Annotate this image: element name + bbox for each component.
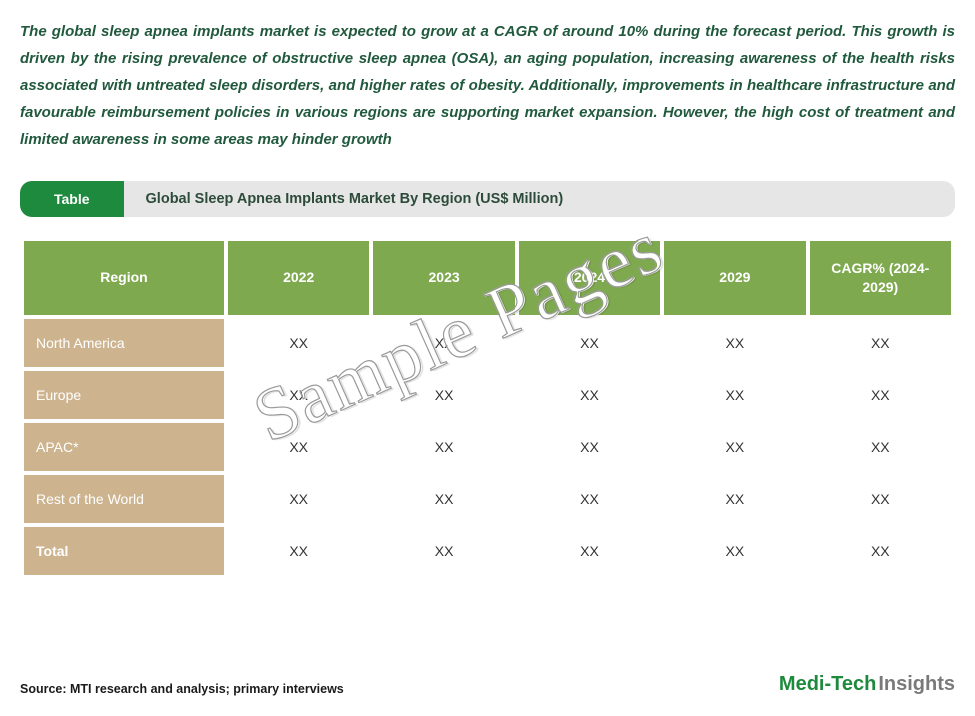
value-cell: XX	[519, 527, 660, 575]
region-cell: APAC*	[24, 423, 224, 471]
region-cell-total: Total	[24, 527, 224, 575]
region-cell: Europe	[24, 371, 224, 419]
table-row: North America XX XX XX XX XX	[24, 319, 951, 367]
value-cell: XX	[664, 319, 805, 367]
col-2022: 2022	[228, 241, 369, 315]
value-cell: XX	[373, 371, 514, 419]
source-note: Source: MTI research and analysis; prima…	[20, 682, 344, 696]
intro-paragraph: The global sleep apnea implants market i…	[20, 18, 955, 153]
value-cell: XX	[519, 371, 660, 419]
table-header-strip: Table Global Sleep Apnea Implants Market…	[20, 181, 955, 217]
table-title: Global Sleep Apnea Implants Market By Re…	[146, 191, 564, 207]
value-cell: XX	[373, 319, 514, 367]
value-cell: XX	[228, 319, 369, 367]
table-row: APAC* XX XX XX XX XX	[24, 423, 951, 471]
brand-logo: Medi-Tech Insights	[779, 673, 955, 696]
value-cell: XX	[664, 423, 805, 471]
brand-sub: Insights	[878, 673, 955, 696]
value-cell: XX	[228, 527, 369, 575]
value-cell: XX	[519, 423, 660, 471]
table-row: Europe XX XX XX XX XX	[24, 371, 951, 419]
table-row: Rest of the World XX XX XX XX XX	[24, 475, 951, 523]
value-cell: XX	[664, 371, 805, 419]
value-cell: XX	[228, 423, 369, 471]
value-cell: XX	[810, 371, 951, 419]
value-cell: XX	[228, 371, 369, 419]
col-2023: 2023	[373, 241, 514, 315]
col-cagr: CAGR% (2024-2029)	[810, 241, 951, 315]
brand-main: Medi-Tech	[779, 673, 876, 696]
table-pill: Table	[20, 181, 124, 217]
value-cell: XX	[664, 475, 805, 523]
value-cell: XX	[519, 475, 660, 523]
value-cell: XX	[373, 475, 514, 523]
col-region: Region	[24, 241, 224, 315]
region-cell: Rest of the World	[24, 475, 224, 523]
col-2024: 2024	[519, 241, 660, 315]
value-cell: XX	[664, 527, 805, 575]
value-cell: XX	[810, 527, 951, 575]
value-cell: XX	[810, 319, 951, 367]
table-header-row: Region 2022 2023 2024 2029 CAGR% (2024-2…	[24, 241, 951, 315]
table-title-wrap: Global Sleep Apnea Implants Market By Re…	[124, 181, 955, 217]
region-cell: North America	[24, 319, 224, 367]
value-cell: XX	[810, 475, 951, 523]
value-cell: XX	[373, 527, 514, 575]
value-cell: XX	[810, 423, 951, 471]
value-cell: XX	[519, 319, 660, 367]
market-table: Region 2022 2023 2024 2029 CAGR% (2024-2…	[20, 237, 955, 579]
value-cell: XX	[228, 475, 369, 523]
col-2029: 2029	[664, 241, 805, 315]
table-total-row: Total XX XX XX XX XX	[24, 527, 951, 575]
value-cell: XX	[373, 423, 514, 471]
footer: Source: MTI research and analysis; prima…	[20, 673, 955, 696]
